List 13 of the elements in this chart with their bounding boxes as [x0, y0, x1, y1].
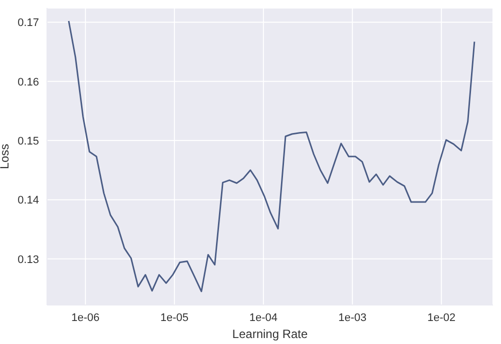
x-tick-label: 1e-05 [160, 312, 188, 324]
x-axis-title: Learning Rate [232, 327, 308, 341]
y-axis-title: Loss [0, 144, 12, 170]
y-tick-label: 0.16 [18, 76, 39, 88]
y-tick-label: 0.14 [18, 194, 39, 207]
y-tick-label: 0.15 [18, 135, 39, 148]
y-tick-label: 0.13 [18, 254, 39, 266]
x-tick-label: 1e-04 [249, 312, 278, 324]
x-tick-label: 1e-03 [338, 312, 366, 324]
line-series [68, 20, 476, 292]
x-tick-label: 1e-06 [71, 312, 100, 324]
y-tick-label: 0.17 [18, 17, 39, 30]
x-tick-label: 1e-02 [427, 312, 456, 324]
